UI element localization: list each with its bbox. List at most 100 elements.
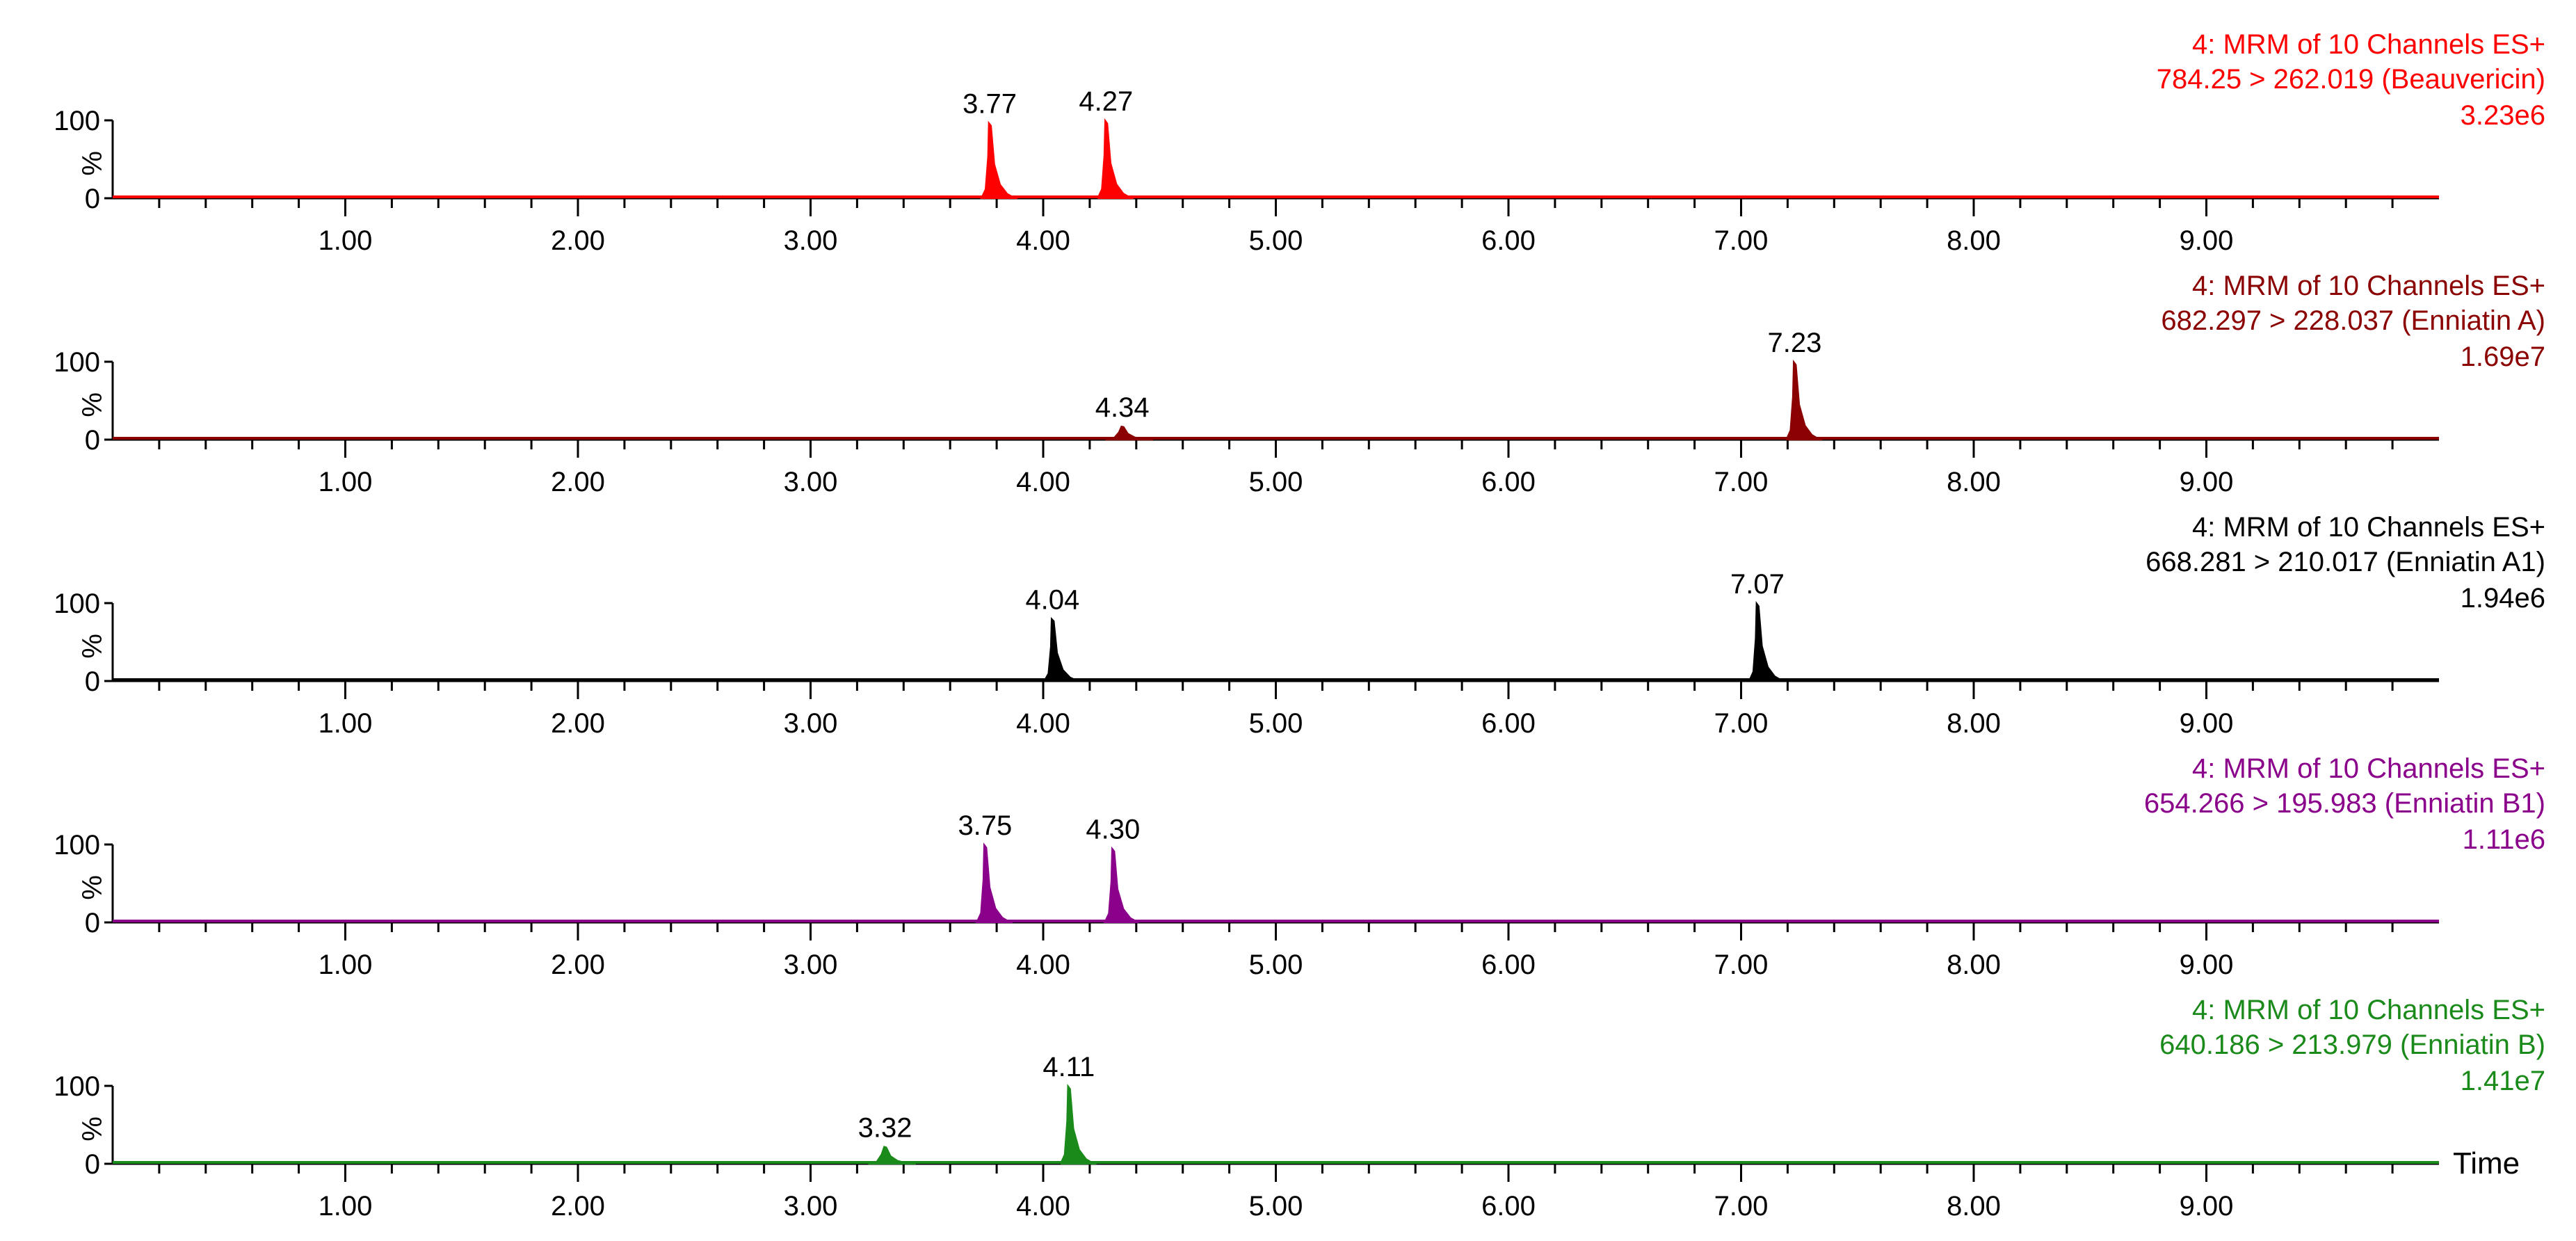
x-tick-label: 3.00 (784, 708, 838, 739)
y-tick-label-0: 0 (85, 908, 100, 938)
y-tick-label-100: 100 (54, 106, 100, 136)
peak-rt-label: 4.11 (1043, 1052, 1095, 1082)
x-tick-label: 3.00 (784, 225, 838, 256)
x-tick-label: 6.00 (1481, 950, 1536, 980)
peak-4.27 (1097, 118, 1134, 199)
x-tick-label: 1.00 (319, 225, 373, 256)
y-tick-label-0: 0 (85, 1149, 100, 1180)
y-tick-label-100: 100 (54, 347, 100, 378)
x-tick-label: 2.00 (551, 467, 605, 497)
panel-header-function: 4: MRM of 10 Channels ES+ (2192, 995, 2545, 1025)
peak-rt-label: 3.75 (958, 810, 1012, 841)
x-tick-label: 4.00 (1016, 225, 1070, 256)
y-tick-label-100: 100 (54, 1071, 100, 1102)
peak-3.32 (868, 1146, 916, 1164)
peak-rt-label: 3.32 (858, 1112, 912, 1143)
panel-intensity: 1.94e6 (2461, 583, 2545, 614)
panel-intensity: 1.11e6 (2463, 824, 2545, 855)
panel-header-transition: 784.25 > 262.019 (Beauvericin) (2157, 64, 2545, 95)
y-axis-percent-label: % (77, 1116, 108, 1142)
peak-4.34 (1105, 425, 1153, 440)
peak-rt-label: 7.23 (1768, 328, 1822, 358)
peak-rt-label: 3.77 (963, 88, 1017, 119)
chromatogram-panel-5: 4: MRM of 10 Channels ES+ 640.186 > 213.9… (54, 995, 2545, 1222)
x-tick-label: 2.00 (551, 1191, 605, 1222)
x-tick-label: 5.00 (1249, 708, 1303, 739)
chromatogram-panel-3: 4: MRM of 10 Channels ES+ 668.281 > 210.0… (54, 512, 2545, 739)
x-tick-label: 1.00 (319, 950, 373, 980)
x-tick-label: 8.00 (1947, 225, 2001, 256)
x-tick-label: 8.00 (1947, 708, 2001, 739)
peak-4.04 (1043, 616, 1079, 682)
x-tick-label: 4.00 (1016, 708, 1070, 739)
x-tick-label: 6.00 (1481, 708, 1536, 739)
y-axis-percent-label: % (77, 151, 108, 176)
panel-header-transition: 668.281 > 210.017 (Enniatin A1) (2146, 547, 2545, 577)
panel-header-transition: 682.297 > 228.037 (Enniatin A) (2161, 305, 2545, 336)
x-tick-label: 9.00 (2180, 1191, 2234, 1222)
y-tick-label-0: 0 (85, 184, 100, 214)
x-tick-label: 1.00 (319, 467, 373, 497)
x-tick-label: 3.00 (784, 467, 838, 497)
x-tick-label: 3.00 (784, 1191, 838, 1222)
peak-7.07 (1748, 601, 1786, 682)
x-tick-label: 2.00 (551, 950, 605, 980)
x-tick-label: 3.00 (784, 950, 838, 980)
x-tick-label: 8.00 (1947, 1191, 2001, 1222)
x-tick-label: 2.00 (551, 225, 605, 256)
x-tick-label: 5.00 (1249, 950, 1303, 980)
peak-rt-label: 4.27 (1079, 86, 1133, 117)
peak-3.77 (980, 120, 1018, 199)
x-tick-label: 9.00 (2180, 708, 2234, 739)
x-tick-label: 7.00 (1714, 225, 1769, 256)
y-axis-percent-label: % (77, 875, 108, 900)
y-tick-label-100: 100 (54, 589, 100, 619)
x-tick-label: 7.00 (1714, 467, 1769, 497)
x-tick-label: 8.00 (1947, 467, 2001, 497)
panel-header-function: 4: MRM of 10 Channels ES+ (2192, 271, 2545, 301)
panel-intensity: 3.23e6 (2461, 100, 2545, 131)
x-tick-label: 9.00 (2180, 467, 2234, 497)
x-tick-label: 4.00 (1016, 950, 1070, 980)
x-tick-label: 5.00 (1249, 1191, 1303, 1222)
panel-intensity: 1.69e7 (2461, 342, 2545, 372)
x-tick-label: 7.00 (1714, 950, 1769, 980)
x-tick-label: 1.00 (319, 708, 373, 739)
x-tick-label: 7.00 (1714, 1191, 1769, 1222)
peak-rt-label: 4.30 (1086, 815, 1140, 845)
chromatogram-panel-1: 4: MRM of 10 Channels ES+ 784.25 > 262.01… (54, 29, 2545, 256)
x-tick-label: 2.00 (551, 708, 605, 739)
y-tick-label-0: 0 (85, 425, 100, 456)
peak-4.11 (1059, 1084, 1097, 1164)
x-tick-label: 9.00 (2180, 950, 2234, 980)
y-tick-label-100: 100 (54, 830, 100, 860)
x-tick-label: 9.00 (2180, 225, 2234, 256)
panel-header-function: 4: MRM of 10 Channels ES+ (2192, 753, 2545, 784)
x-tick-label: 5.00 (1249, 467, 1303, 497)
x-tick-label: 6.00 (1481, 467, 1536, 497)
y-axis-percent-label: % (77, 634, 108, 659)
y-tick-label-0: 0 (85, 666, 100, 697)
x-tick-label: 6.00 (1481, 225, 1536, 256)
chromatogram-panel-4: 4: MRM of 10 Channels ES+ 654.266 > 195.9… (54, 753, 2545, 980)
panel-header-function: 4: MRM of 10 Channels ES+ (2192, 512, 2545, 543)
peak-3.75 (975, 842, 1013, 923)
panel-header-function: 4: MRM of 10 Channels ES+ (2192, 29, 2545, 60)
x-tick-label: 5.00 (1249, 225, 1303, 256)
chromatogram-panel-2: 4: MRM of 10 Channels ES+ 682.297 > 228.0… (54, 271, 2545, 497)
y-axis-percent-label: % (77, 392, 108, 417)
peak-rt-label: 4.04 (1025, 584, 1079, 615)
peak-4.30 (1103, 846, 1139, 923)
peak-7.23 (1785, 360, 1823, 440)
x-tick-label: 4.00 (1016, 467, 1070, 497)
panel-intensity: 1.41e7 (2461, 1066, 2545, 1096)
x-tick-label: 4.00 (1016, 1191, 1070, 1222)
x-tick-label: 8.00 (1947, 950, 2001, 980)
panel-header-transition: 640.186 > 213.979 (Enniatin B) (2159, 1030, 2545, 1060)
panel-header-transition: 654.266 > 195.983 (Enniatin B1) (2144, 788, 2545, 819)
peak-rt-label: 4.34 (1095, 392, 1150, 423)
x-tick-label: 7.00 (1714, 708, 1769, 739)
x-tick-label: 6.00 (1481, 1191, 1536, 1222)
peak-rt-label: 7.07 (1730, 569, 1785, 600)
